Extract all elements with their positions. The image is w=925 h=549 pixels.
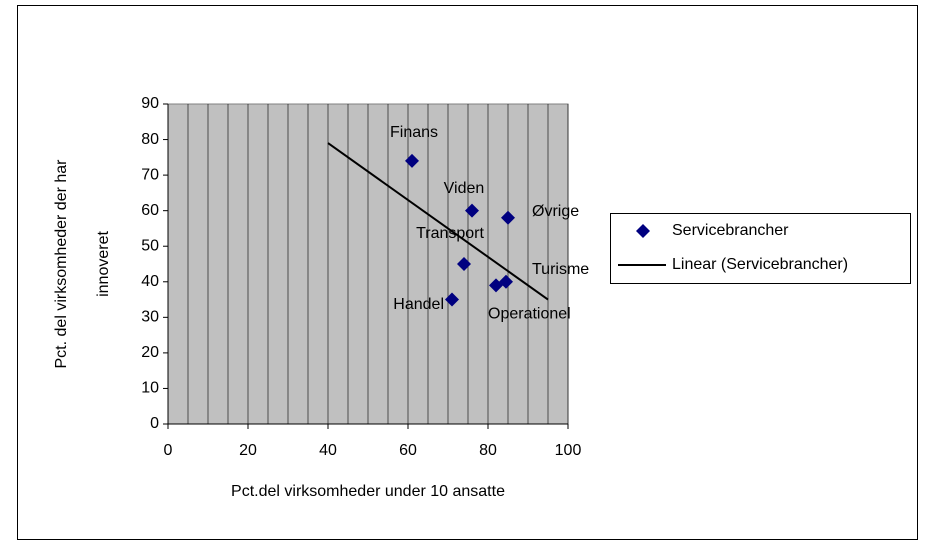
y-tick-label: 10 (141, 380, 159, 397)
x-tick-label: 60 (399, 442, 417, 459)
y-tick-label: 20 (141, 344, 159, 361)
x-tick-label: 40 (319, 442, 337, 459)
x-axis-title: Pct.del virksomheder under 10 ansatte (231, 483, 505, 500)
y-tick-label: 40 (141, 273, 159, 290)
y-tick-label: 30 (141, 309, 159, 326)
point-label: Operationel (488, 306, 571, 323)
point (457, 257, 471, 271)
point-label: Handel (393, 296, 444, 313)
point-label: Transport (416, 225, 484, 242)
point-label: Viden (444, 180, 485, 197)
point (501, 210, 515, 225)
point-label: Turisme (532, 261, 589, 278)
point-label: Øvrige (532, 203, 579, 220)
legend-label: Linear (Servicebrancher) (672, 256, 848, 273)
point (465, 203, 479, 218)
point-label: Finans (390, 124, 438, 141)
y-tick-label: 60 (141, 202, 159, 219)
y-tick-label: 0 (150, 415, 159, 432)
point (489, 278, 503, 293)
y-tick-label: 80 (141, 131, 159, 148)
point (445, 292, 459, 307)
legend-label: Servicebrancher (672, 222, 789, 239)
x-tick-label: 20 (239, 442, 257, 459)
y-tick-label: 50 (141, 237, 159, 254)
y-tick-label: 90 (141, 95, 159, 112)
x-tick-label: 100 (555, 442, 582, 459)
legend-box (610, 213, 911, 284)
x-tick-label: 0 (164, 442, 173, 459)
legend-marker (636, 224, 650, 238)
trendline (327, 142, 549, 301)
x-tick-label: 80 (479, 442, 497, 459)
y-tick-label: 70 (141, 166, 159, 183)
point (405, 153, 419, 168)
y-axis-title: Pct. del virksomheder der har (53, 159, 70, 369)
y-axis-title: innoveret (95, 231, 112, 297)
